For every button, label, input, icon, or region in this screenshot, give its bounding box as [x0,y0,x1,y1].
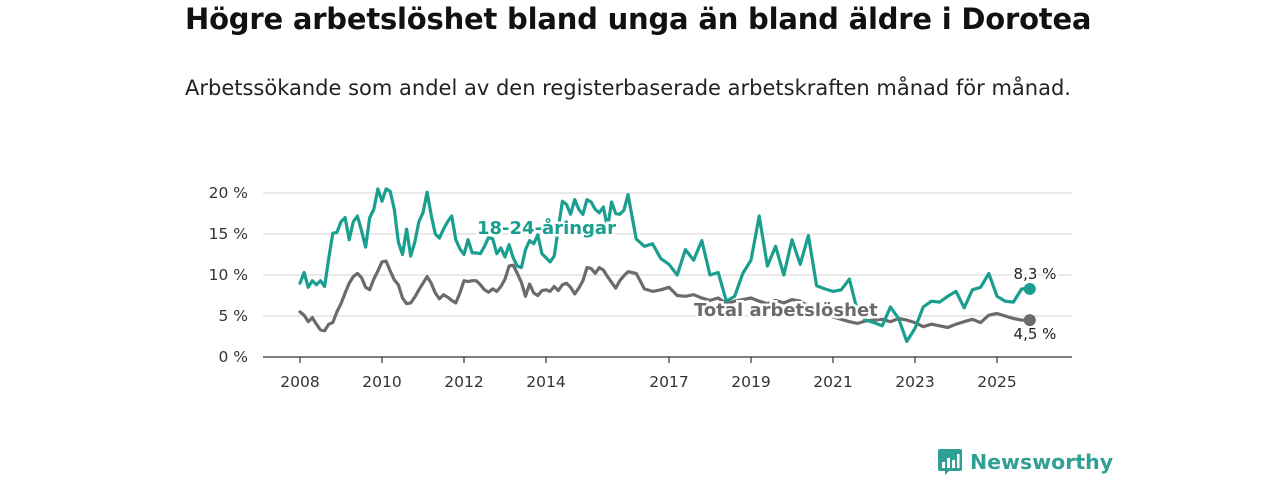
y-tick-label: 15 % [209,225,248,243]
brand-name: Newsworthy [970,450,1114,474]
youth-end-value-label: 8,3 % [1014,265,1057,283]
line-chart: 0 %5 %10 %15 %20 % 2008 2010 2012 2014 2017 2… [209,184,1072,391]
x-tick-label: 2008 [280,373,319,391]
x-tick-label: 2014 [526,373,565,391]
x-tick-label: 2017 [649,373,688,391]
total-end-dot [1023,314,1036,327]
y-tick-label: 5 % [218,307,248,325]
series-lines [298,187,1036,343]
x-tick-label: 2021 [813,373,852,391]
youth-series-label: 18-24-åringar [477,217,616,239]
youth-line [298,187,1032,343]
total-end-value-label: 4,5 % [1014,325,1057,343]
x-axis-ticks: 2008 2010 2012 2014 2017 2019 2021 2023 2025 [280,357,1017,391]
chart-title: Högre arbetslöshet bland unga än bland ä… [185,2,1092,36]
x-tick-label: 2025 [977,373,1016,391]
chart-subtitle: Arbetssökande som andel av den registerb… [185,76,1071,100]
total-line [298,259,1032,333]
x-tick-label: 2023 [895,373,934,391]
total-series-label: Total arbetslöshet [694,300,878,321]
youth-end-dot [1023,282,1036,295]
gridlines [263,192,1072,358]
x-tick-label: 2010 [362,373,401,391]
y-axis-ticks: 0 % 5 % 10 % 15 % 20 % [209,184,248,366]
y-tick-label: 10 % [209,266,248,284]
brand-logo: Newsworthy [937,448,1113,476]
y-tick-label: 20 % [209,184,248,202]
newsworthy-logo-icon [938,449,962,475]
x-tick-label: 2019 [731,373,770,391]
y-tick-label: 0 % [218,348,248,366]
series-labels: 18-24-åringar Total arbetslöshet 8,3 % 4,5 … [475,215,1059,346]
x-tick-label: 2012 [444,373,483,391]
